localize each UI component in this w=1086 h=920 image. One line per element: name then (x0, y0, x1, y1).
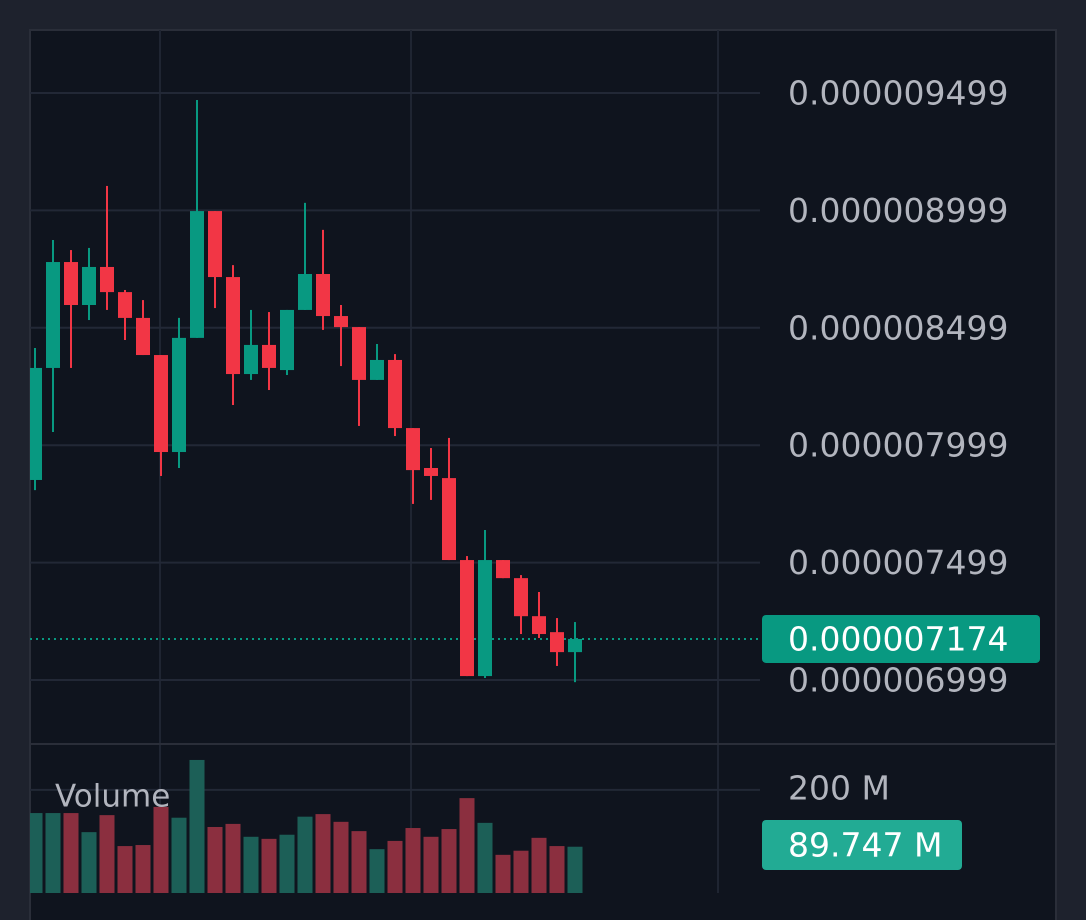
candle-body (550, 632, 564, 653)
y-tick-label: 200 M (788, 768, 890, 807)
candle-body (370, 359, 384, 380)
candle-body (352, 327, 366, 380)
y-tick-label: 0.000006999 (788, 661, 1008, 700)
last-price-badge (762, 614, 1040, 663)
volume-bar (549, 846, 565, 893)
volume-bar (333, 821, 349, 893)
candle-body (514, 578, 528, 617)
candle-body (406, 428, 420, 471)
candle-body (46, 262, 60, 368)
candle-body (478, 560, 492, 677)
volume-bar (405, 828, 421, 893)
candle-body (496, 560, 510, 579)
y-tick-label: 0.000007499 (788, 543, 1008, 582)
candle-body (226, 277, 240, 375)
volume-bar (81, 832, 97, 893)
volume-bar (45, 813, 61, 893)
volume-bar (441, 829, 457, 893)
volume-bar (279, 834, 295, 893)
candle-body (388, 359, 402, 429)
candle-body (298, 274, 312, 310)
candle-body (280, 309, 294, 371)
volume-bar (513, 850, 529, 893)
volume-bar (315, 814, 331, 893)
candle-body (136, 317, 150, 356)
candle-body (64, 262, 78, 306)
volume-bar (189, 759, 205, 893)
volume-bar (153, 806, 169, 893)
volume-bar (99, 815, 115, 893)
volume-bar (207, 826, 223, 893)
y-tick-label: 0.000007999 (788, 426, 1008, 465)
candle-body (190, 211, 204, 338)
candle-body (154, 355, 168, 453)
candle-body (334, 316, 348, 328)
candle-body (460, 560, 474, 677)
volume-bar (477, 822, 493, 893)
volume-value-label: 89.747 M (788, 826, 942, 865)
volume-bar (369, 849, 385, 893)
candle-body (532, 616, 546, 635)
volume-bar (171, 817, 187, 893)
volume-bar (225, 823, 241, 893)
candle-body (442, 478, 456, 561)
candle-body (244, 344, 258, 375)
volume-bar (297, 816, 313, 893)
candle-body (82, 266, 96, 306)
volume-bar (531, 837, 547, 893)
volume-bar (567, 846, 583, 893)
axis-labels: 0.000009499 0.000008999 0.000008499 0.00000… (762, 73, 1040, 870)
candle-body (568, 638, 582, 653)
y-tick-label: 0.000008499 (788, 308, 1008, 347)
volume-bar (135, 845, 151, 893)
volume-title: Volume (55, 779, 170, 815)
candle-body (100, 266, 114, 293)
candle-body (118, 292, 132, 318)
volume-bar (243, 836, 259, 893)
grid (30, 91, 762, 791)
volume-bar (117, 846, 133, 893)
volume-bar (459, 798, 475, 893)
last-price-label: 0.000007174 (788, 619, 1008, 658)
candle-body (172, 337, 186, 453)
y-tick-label: 0.000008999 (788, 191, 1008, 230)
volume-bar (423, 836, 439, 893)
candle-body (316, 274, 330, 317)
plot (30, 99, 583, 893)
volume-bar (387, 840, 403, 893)
y-tick-label: 0.000009499 (788, 73, 1008, 112)
candle-body (424, 467, 438, 476)
candle-body (208, 211, 222, 278)
volume-bar (261, 838, 277, 893)
volume-bar (351, 831, 367, 893)
volume-bar (495, 854, 511, 893)
volume-bar (30, 813, 43, 893)
volume-bar (63, 813, 79, 893)
candle-body (30, 367, 42, 480)
chart-panel (29, 29, 1057, 920)
volume-badge (762, 820, 962, 870)
candle-body (262, 344, 276, 368)
